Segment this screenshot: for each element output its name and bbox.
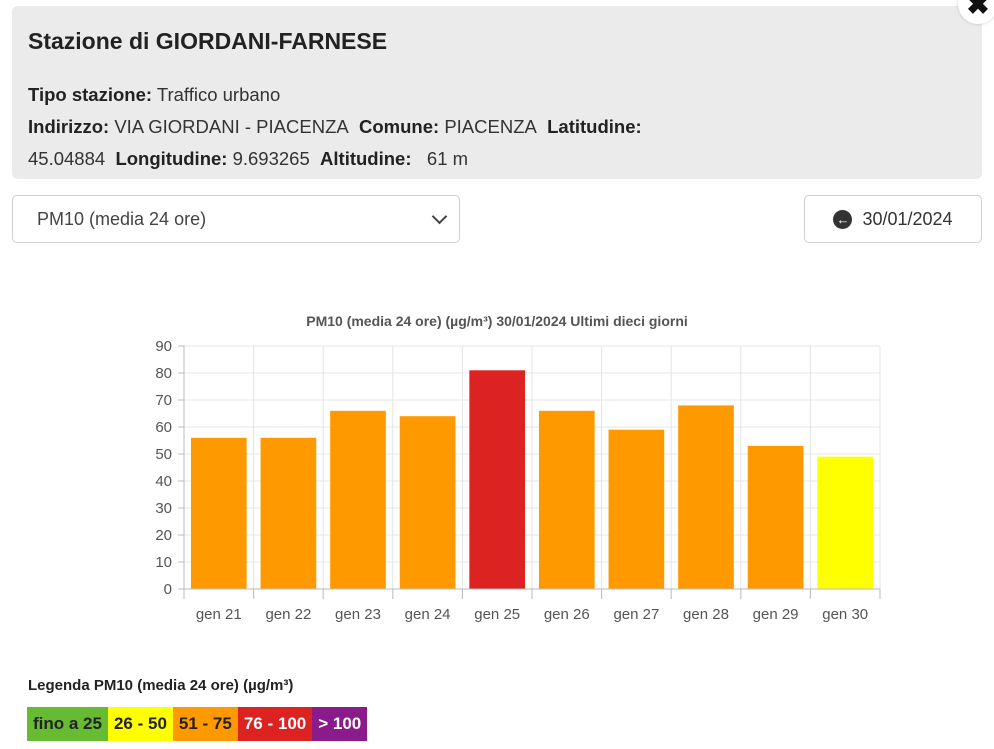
station-type-line: Tipo stazione: Traffico urbano xyxy=(28,79,966,111)
chevron-down-icon xyxy=(431,208,448,225)
chart-title: PM10 (media 24 ore) (µg/m³) 30/01/2024 U… xyxy=(306,313,688,329)
bar-gen-21[interactable] xyxy=(190,437,247,589)
x-tick-label: gen 23 xyxy=(335,606,381,623)
bar-gen-23[interactable] xyxy=(330,410,386,589)
address-label: Indirizzo: xyxy=(28,116,110,137)
longitude-value: 9.693265 xyxy=(232,148,310,169)
date-value: 30/01/2024 xyxy=(862,208,953,229)
x-tick-label: gen 24 xyxy=(405,606,451,623)
y-tick-label: 50 xyxy=(155,446,172,463)
altitude-value: 61 m xyxy=(426,148,469,169)
station-address-line: Indirizzo: VIA GIORDANI - PIACENZA Comun… xyxy=(28,111,966,143)
y-tick-label: 10 xyxy=(155,554,172,571)
altitude-label: Altitudine: xyxy=(320,148,412,169)
y-tick-label: 70 xyxy=(155,392,172,409)
station-type-value: Traffico urbano xyxy=(156,84,281,105)
y-tick-label: 60 xyxy=(155,419,172,436)
bar-gen-29[interactable] xyxy=(747,445,804,589)
legend: fino a 25 26 - 50 51 - 75 76 - 100 > 100 xyxy=(27,707,368,741)
chart-y-axis: 0 10 20 30 40 50 60 70 80 90 xyxy=(155,338,185,598)
legend-item: fino a 25 xyxy=(27,707,108,741)
pm10-bar-chart: PM10 (media 24 ore) (µg/m³) 30/01/2024 U… xyxy=(155,313,881,623)
latitude-value: 45.04884 xyxy=(28,148,106,169)
chart-bars xyxy=(190,370,874,589)
comune-label: Comune: xyxy=(359,116,440,137)
station-info-panel: Stazione di GIORDANI-FARNESE Tipo stazio… xyxy=(12,6,982,179)
date-button[interactable]: ← 30/01/2024 xyxy=(804,195,982,243)
comune-value: PIACENZA xyxy=(444,116,537,137)
x-tick-label: gen 30 xyxy=(822,606,868,623)
pollutant-select-value: PM10 (media 24 ore) xyxy=(37,208,207,229)
y-tick-label: 30 xyxy=(155,500,172,517)
bar-gen-24[interactable] xyxy=(399,416,456,589)
x-tick-label: gen 25 xyxy=(474,606,520,623)
y-tick-label: 40 xyxy=(155,473,172,490)
longitude-label: Longitudine: xyxy=(115,148,228,169)
bar-gen-25[interactable] xyxy=(469,370,526,589)
pollutant-select[interactable]: PM10 (media 24 ore) xyxy=(12,195,460,243)
x-tick-label: gen 27 xyxy=(613,606,659,623)
latitude-label: Latitudine: xyxy=(547,116,642,137)
address-value: VIA GIORDANI - PIACENZA xyxy=(114,116,349,137)
station-coords-line: 45.04884 Longitudine: 9.693265 Altitudin… xyxy=(28,143,966,175)
legend-title: Legenda PM10 (media 24 ore) (µg/m³) xyxy=(28,677,294,694)
bar-gen-27[interactable] xyxy=(608,429,665,589)
station-type-label: Tipo stazione: xyxy=(28,84,153,105)
y-tick-label: 20 xyxy=(155,527,172,544)
legend-item: 26 - 50 xyxy=(107,707,173,741)
legend-item: 76 - 100 xyxy=(237,707,313,741)
bar-gen-26[interactable] xyxy=(538,410,595,589)
y-tick-label: 0 xyxy=(164,581,172,598)
x-tick-label: gen 26 xyxy=(544,606,590,623)
x-tick-label: gen 28 xyxy=(683,606,729,623)
chart-x-axis: gen 21 gen 22 gen 23 gen 24 gen 25 gen 26 gen … xyxy=(183,588,881,623)
x-tick-label: gen 22 xyxy=(265,606,311,623)
y-tick-label: 80 xyxy=(155,365,172,382)
x-tick-label: gen 29 xyxy=(753,606,799,623)
bar-gen-22[interactable] xyxy=(260,437,317,589)
bar-gen-30[interactable] xyxy=(817,456,874,589)
close-icon: ✖ xyxy=(966,0,990,20)
bar-gen-28[interactable] xyxy=(678,405,734,589)
station-title: Stazione di GIORDANI-FARNESE xyxy=(28,28,388,54)
y-tick-label: 90 xyxy=(155,338,172,355)
x-tick-label: gen 21 xyxy=(196,606,242,623)
legend-item: 51 - 75 xyxy=(172,707,238,741)
legend-item: > 100 xyxy=(312,707,368,741)
arrow-left-circle-icon: ← xyxy=(833,209,853,229)
